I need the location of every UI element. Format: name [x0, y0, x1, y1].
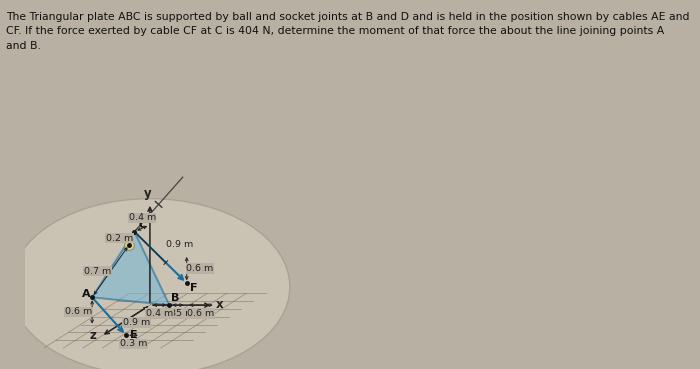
Text: F: F [190, 283, 198, 293]
Text: x: x [216, 297, 223, 311]
Text: 0.6 m: 0.6 m [188, 309, 215, 318]
Text: z: z [90, 329, 96, 342]
Text: D: D [120, 233, 129, 243]
Text: C: C [138, 220, 146, 230]
Text: 0.4 m: 0.4 m [146, 309, 174, 318]
Text: B: B [172, 293, 180, 303]
Text: 0.9 m: 0.9 m [122, 318, 150, 327]
Text: The Triangular plate ABC is supported by ball and socket joints at B and D and i: The Triangular plate ABC is supported by… [6, 12, 689, 51]
Text: 0.6 m: 0.6 m [65, 307, 92, 317]
Text: 0.7 m: 0.7 m [84, 266, 111, 276]
Text: 0.9 m: 0.9 m [167, 240, 193, 249]
Text: 0.35 m: 0.35 m [161, 309, 195, 318]
Text: 0.4 m: 0.4 m [129, 213, 156, 223]
Text: 0.6 m: 0.6 m [186, 264, 214, 273]
Polygon shape [92, 232, 169, 305]
Text: 0.3 m: 0.3 m [120, 339, 147, 348]
Text: y: y [144, 187, 152, 200]
Ellipse shape [10, 199, 290, 369]
Text: A: A [83, 289, 91, 299]
Text: 0.2 m: 0.2 m [106, 234, 133, 243]
Text: E: E [130, 330, 137, 340]
